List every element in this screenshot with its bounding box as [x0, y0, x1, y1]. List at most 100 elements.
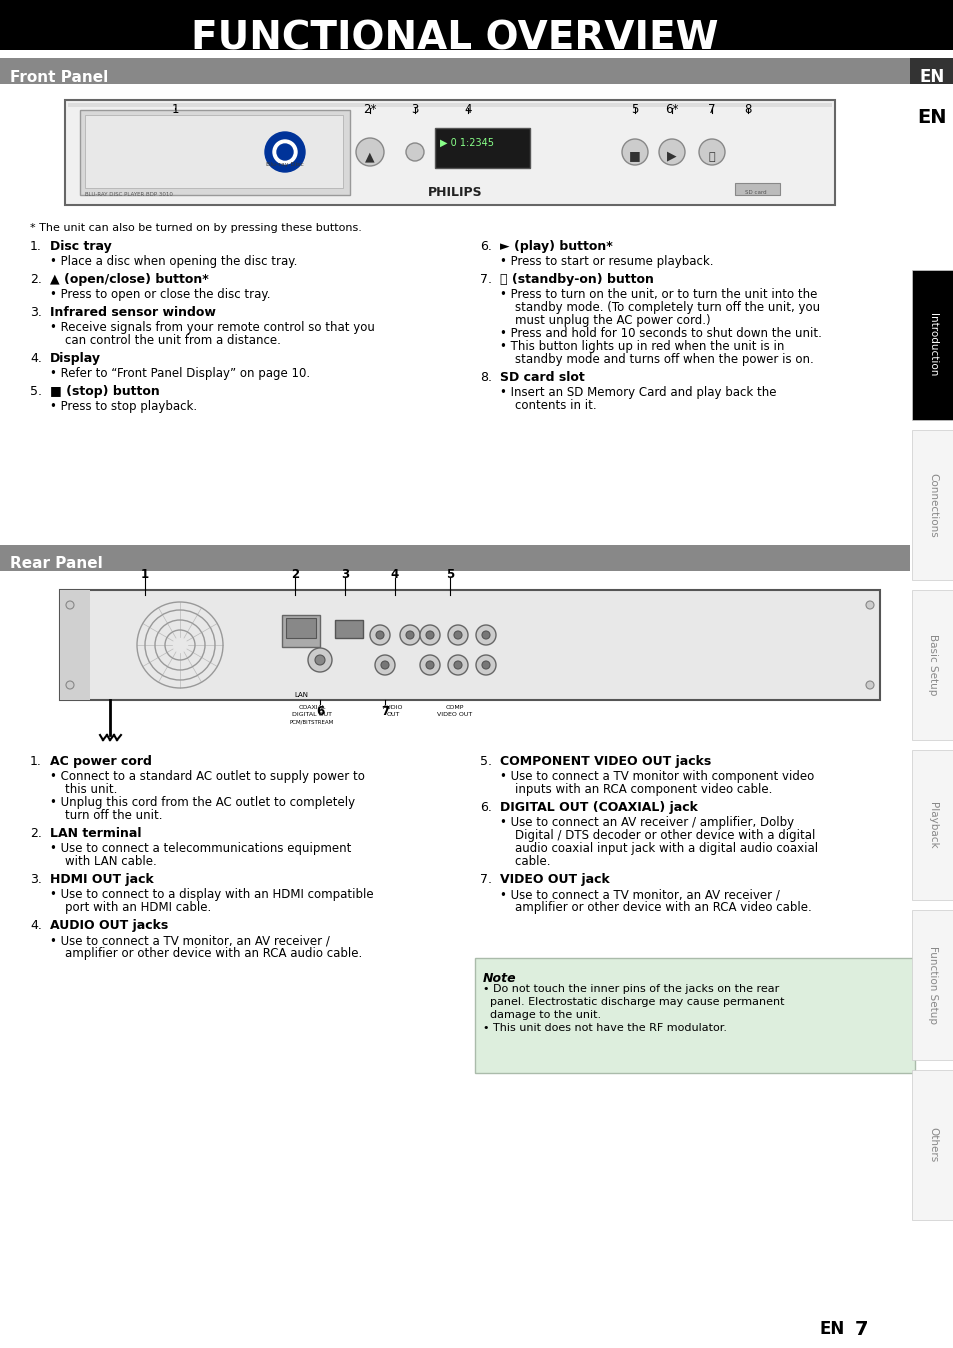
Circle shape [865, 601, 873, 609]
Text: LAN: LAN [294, 692, 308, 698]
Circle shape [314, 655, 325, 665]
Text: AUDIO OUT jacks: AUDIO OUT jacks [50, 919, 168, 931]
Text: 4.: 4. [30, 352, 42, 365]
Text: Note: Note [482, 972, 517, 985]
Text: 2.: 2. [30, 828, 42, 840]
Text: VIDEO OUT jack: VIDEO OUT jack [499, 874, 609, 886]
Bar [911, 1070, 953, 1220]
Text: Others: Others [927, 1127, 937, 1162]
Circle shape [370, 625, 390, 644]
Circle shape [621, 139, 647, 164]
Text: • Use to connect a TV monitor with component video: • Use to connect a TV monitor with compo… [499, 770, 814, 783]
Circle shape [659, 139, 684, 164]
Text: damage to the unit.: damage to the unit. [482, 1010, 600, 1020]
Bar [435, 128, 530, 168]
Text: • Use to connect a TV monitor, an AV receiver /: • Use to connect a TV monitor, an AV rec… [50, 934, 330, 948]
Circle shape [476, 625, 496, 644]
Circle shape [419, 655, 439, 675]
Text: • This unit does not have the RF modulator.: • This unit does not have the RF modulat… [482, 1023, 726, 1033]
Circle shape [419, 625, 439, 644]
Text: 5.: 5. [479, 755, 492, 768]
Text: Playback: Playback [927, 802, 937, 848]
Circle shape [699, 139, 724, 164]
Circle shape [273, 140, 296, 164]
Text: • Refer to “Front Panel Display” on page 10.: • Refer to “Front Panel Display” on page… [50, 367, 310, 380]
Bar [60, 590, 879, 700]
Text: VIDEO OUT: VIDEO OUT [436, 712, 472, 717]
Text: amplifier or other device with an RCA audio cable.: amplifier or other device with an RCA au… [50, 948, 362, 960]
Text: 1.: 1. [30, 755, 42, 768]
Text: AC power cord: AC power cord [50, 755, 152, 768]
Bar [911, 270, 953, 421]
Circle shape [265, 132, 305, 173]
Text: 2*: 2* [363, 102, 376, 116]
Circle shape [448, 625, 468, 644]
Bar [85, 115, 343, 187]
Text: ► (play) button*: ► (play) button* [499, 240, 612, 253]
Text: DIGITAL OUT: DIGITAL OUT [292, 712, 332, 717]
Circle shape [375, 655, 395, 675]
Text: 1: 1 [141, 568, 149, 581]
Text: 2: 2 [291, 568, 298, 581]
Text: SD card: SD card [744, 190, 766, 195]
Text: 7: 7 [380, 705, 389, 718]
Text: DIGITAL OUT (COAXIAL) jack: DIGITAL OUT (COAXIAL) jack [499, 801, 698, 814]
Text: OUT: OUT [386, 712, 399, 717]
Text: can control the unit from a distance.: can control the unit from a distance. [50, 334, 280, 346]
Text: with LAN cable.: with LAN cable. [50, 855, 156, 868]
Text: panel. Electrostatic discharge may cause permanent: panel. Electrostatic discharge may cause… [482, 998, 783, 1007]
Text: Function Setup: Function Setup [927, 946, 937, 1024]
Text: PCM/BITSTREAM: PCM/BITSTREAM [290, 718, 334, 724]
Text: 8.: 8. [479, 371, 492, 384]
Bar [0, 0, 909, 50]
Bar [911, 910, 953, 1060]
Text: 1: 1 [172, 102, 178, 116]
Text: 3.: 3. [30, 874, 42, 886]
Text: SD card slot: SD card slot [499, 371, 584, 384]
Text: • Use to connect a telecommunications equipment: • Use to connect a telecommunications eq… [50, 842, 351, 855]
Bar [911, 590, 953, 740]
Text: COAXIAL: COAXIAL [298, 705, 325, 710]
Text: ⏻ (standby-on) button: ⏻ (standby-on) button [499, 274, 653, 286]
Circle shape [399, 625, 419, 644]
Text: • Use to connect to a display with an HDMI compatible: • Use to connect to a display with an HD… [50, 888, 374, 900]
Text: • Do not touch the inner pins of the jacks on the rear: • Do not touch the inner pins of the jac… [482, 984, 779, 993]
Text: • Receive signals from your remote control so that you: • Receive signals from your remote contr… [50, 321, 375, 334]
Circle shape [481, 631, 490, 639]
Bar [335, 620, 363, 638]
Circle shape [406, 631, 414, 639]
Bar [0, 58, 909, 84]
Text: standby mode. (To completely turn off the unit, you: standby mode. (To completely turn off th… [499, 301, 820, 314]
Text: BLU-RAY DISC PLAYER BDP 3010: BLU-RAY DISC PLAYER BDP 3010 [85, 191, 172, 197]
Text: 4: 4 [391, 568, 398, 581]
Text: Basic Setup: Basic Setup [927, 635, 937, 696]
Circle shape [375, 631, 384, 639]
Circle shape [66, 681, 74, 689]
Bar [286, 617, 315, 638]
Text: FUNCTIONAL OVERVIEW: FUNCTIONAL OVERVIEW [191, 19, 718, 57]
Text: 7.: 7. [479, 874, 492, 886]
Text: EN: EN [919, 67, 943, 86]
Text: must unplug the AC power cord.): must unplug the AC power cord.) [499, 314, 710, 328]
Text: turn off the unit.: turn off the unit. [50, 809, 162, 822]
Text: Rear Panel: Rear Panel [10, 557, 103, 572]
Text: Digital / DTS decoder or other device with a digital: Digital / DTS decoder or other device wi… [499, 829, 815, 842]
Text: • Press to turn on the unit, or to turn the unit into the: • Press to turn on the unit, or to turn … [499, 288, 817, 301]
Text: • Use to connect a TV monitor, an AV receiver /: • Use to connect a TV monitor, an AV rec… [499, 888, 779, 900]
Circle shape [66, 601, 74, 609]
Text: Display: Display [50, 352, 101, 365]
Text: • Insert an SD Memory Card and play back the: • Insert an SD Memory Card and play back… [499, 386, 776, 399]
Text: contents in it.: contents in it. [499, 399, 596, 412]
Text: 4.: 4. [30, 919, 42, 931]
Text: ▲ (open/close) button*: ▲ (open/close) button* [50, 274, 209, 286]
Text: cable.: cable. [499, 855, 550, 868]
Circle shape [426, 661, 434, 669]
Text: amplifier or other device with an RCA video cable.: amplifier or other device with an RCA vi… [499, 900, 811, 914]
Text: • This button lights up in red when the unit is in: • This button lights up in red when the … [499, 340, 783, 353]
Circle shape [865, 681, 873, 689]
Text: 2.: 2. [30, 274, 42, 286]
Bar [80, 111, 350, 195]
Circle shape [380, 661, 389, 669]
Text: • Press to start or resume playback.: • Press to start or resume playback. [499, 255, 713, 268]
Text: port with an HDMI cable.: port with an HDMI cable. [50, 900, 211, 914]
